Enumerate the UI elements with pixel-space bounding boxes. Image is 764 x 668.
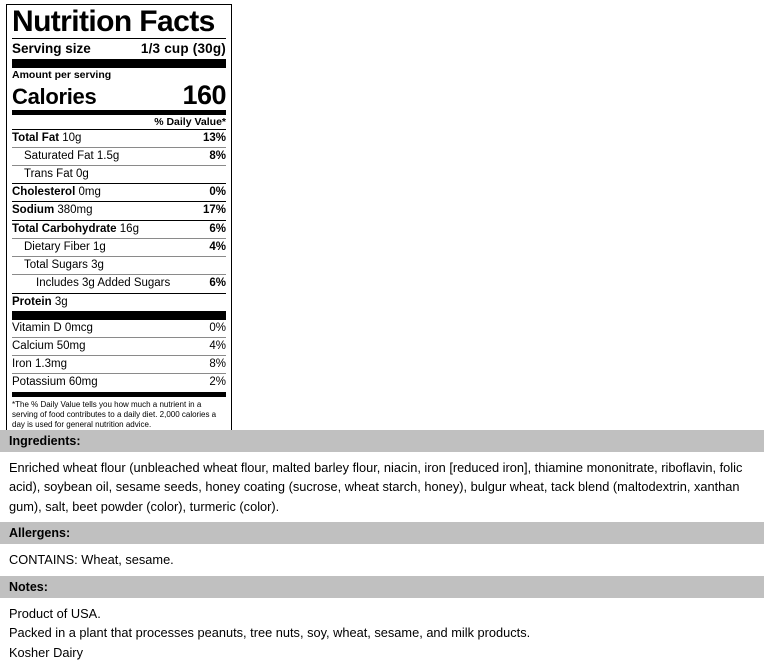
calories-value: 160 bbox=[182, 79, 226, 110]
nutrient-value: 1g bbox=[93, 240, 106, 253]
notes-heading: Notes: bbox=[0, 575, 764, 598]
nutrient-row-dietary-fiber: Dietary Fiber 1g 4% bbox=[12, 239, 226, 256]
serving-size-row: Serving size 1/3 cup (30g) bbox=[12, 39, 226, 59]
divider bbox=[12, 201, 226, 203]
divider-under-title bbox=[12, 38, 226, 39]
nutrient-value: 1.5g bbox=[96, 149, 120, 162]
allergens-heading: Allergens: bbox=[0, 522, 764, 545]
nutrient-dv: 17% bbox=[202, 204, 226, 217]
nutrient-row-total-fat: Total Fat 10g 13% bbox=[12, 130, 226, 147]
nutrient-row-protein: Protein 3g bbox=[12, 294, 226, 311]
allergens-text: CONTAINS: Wheat, sesame. bbox=[9, 552, 174, 568]
nutrient-value: 16g bbox=[119, 222, 139, 235]
divider bbox=[12, 128, 226, 130]
micronutrient-row-iron: Iron 1.3mg 8% bbox=[12, 356, 226, 373]
nutrient-value: 380mg bbox=[57, 204, 93, 217]
nutrient-dv: 8% bbox=[209, 149, 226, 162]
micronutrient-dv: 4% bbox=[209, 339, 226, 352]
nutrient-row-total-carbohydrate: Total Carbohydrate 16g 6% bbox=[12, 221, 226, 238]
ingredients-text: Enriched wheat flour (unbleached wheat f… bbox=[9, 460, 743, 514]
divider-thick-under-protein bbox=[12, 310, 226, 320]
nutrient-name: Trans Fat bbox=[24, 167, 73, 180]
nutrient-name: Cholesterol bbox=[12, 186, 76, 199]
nutrient-value: 10g bbox=[62, 131, 82, 144]
divider bbox=[12, 164, 226, 166]
divider-med-above-footnote bbox=[12, 391, 226, 397]
micronutrient-row-calcium: Calcium 50mg 4% bbox=[12, 338, 226, 355]
notes-line-2: Packed in a plant that processes peanuts… bbox=[9, 625, 531, 641]
micronutrient-name: Potassium 60mg bbox=[12, 376, 98, 389]
nutrient-name: Dietary Fiber bbox=[24, 240, 90, 253]
nutrient-value: 0mg bbox=[78, 186, 101, 199]
calories-label: Calories bbox=[12, 84, 97, 110]
micronutrient-dv: 0% bbox=[209, 321, 226, 334]
micronutrient-dv: 2% bbox=[209, 376, 226, 389]
divider bbox=[12, 146, 226, 148]
micronutrient-name: Calcium 50mg bbox=[12, 339, 86, 352]
nutrient-row-trans-fat: Trans Fat 0g bbox=[12, 166, 226, 183]
micronutrient-row-vitamin-d: Vitamin D 0mcg 0% bbox=[12, 320, 226, 337]
calories-row: Calories 160 bbox=[12, 79, 226, 110]
serving-size-label: Serving size bbox=[12, 41, 91, 56]
nutrient-name: Saturated Fat bbox=[24, 149, 94, 162]
nutrient-dv: 0% bbox=[209, 186, 226, 199]
nutrient-dv: 4% bbox=[209, 240, 226, 253]
nutrient-value: 3g bbox=[54, 295, 68, 308]
amount-per-serving-label: Amount per serving bbox=[12, 69, 112, 81]
divider bbox=[12, 219, 226, 221]
divider bbox=[12, 355, 226, 357]
divider bbox=[12, 373, 226, 375]
daily-value-header: % Daily Value* bbox=[154, 115, 226, 128]
nutrient-name: Includes 3g Added Sugars bbox=[36, 277, 171, 290]
nutrient-value: 0g bbox=[75, 167, 89, 180]
notes-line-3: Kosher Dairy bbox=[9, 644, 83, 660]
nutrient-name: Total Sugars bbox=[24, 259, 88, 272]
micronutrient-dv: 8% bbox=[209, 358, 226, 371]
serving-size-amount: 1/3 cup (30g) bbox=[140, 41, 226, 56]
divider bbox=[12, 274, 226, 276]
divider-med-under-calories bbox=[12, 109, 226, 115]
nutrient-row-added-sugars: Includes 3g Added Sugars 6% bbox=[12, 275, 226, 292]
nutrient-row-saturated-fat: Saturated Fat 1.5g 8% bbox=[12, 148, 226, 165]
ingredients-heading: Ingredients: bbox=[0, 430, 764, 452]
nutrient-row-total-sugars: Total Sugars 3g bbox=[12, 257, 226, 274]
micronutrient-name: Vitamin D 0mcg bbox=[12, 321, 93, 334]
divider bbox=[12, 292, 226, 294]
nutrition-facts-panel: Nutrition Facts Serving size 1/3 cup (30… bbox=[6, 4, 232, 435]
notes-text: Product of USA. Packed in a plant that p… bbox=[0, 598, 764, 668]
daily-value-footnote: *The % Daily Value tells you how much a … bbox=[12, 399, 217, 430]
nutrient-row-sodium: Sodium 380mg 17% bbox=[12, 202, 226, 219]
divider bbox=[12, 183, 226, 185]
divider bbox=[12, 237, 226, 239]
divider-thick-under-serving bbox=[12, 59, 226, 68]
nutrient-row-cholesterol: Cholesterol 0mg 0% bbox=[12, 184, 226, 201]
nutrient-dv: 13% bbox=[202, 131, 226, 144]
nutrient-dv: 6% bbox=[209, 222, 226, 235]
micronutrient-row-potassium: Potassium 60mg 2% bbox=[12, 374, 226, 391]
nutrient-name: Protein bbox=[12, 295, 52, 308]
divider bbox=[12, 256, 226, 258]
nutrition-facts-title: Nutrition Facts bbox=[12, 5, 215, 38]
nutrient-name: Total Fat bbox=[12, 131, 60, 144]
nutrient-value: 3g bbox=[91, 259, 104, 272]
info-sections: Ingredients: Enriched wheat flour (unble… bbox=[0, 430, 764, 668]
micronutrient-name: Iron 1.3mg bbox=[12, 358, 67, 371]
nutrient-dv: 6% bbox=[209, 277, 226, 290]
notes-line-1: Product of USA. bbox=[9, 605, 101, 621]
nutrient-name: Sodium bbox=[12, 204, 55, 217]
divider bbox=[12, 336, 226, 338]
nutrient-name: Total Carbohydrate bbox=[12, 222, 117, 235]
